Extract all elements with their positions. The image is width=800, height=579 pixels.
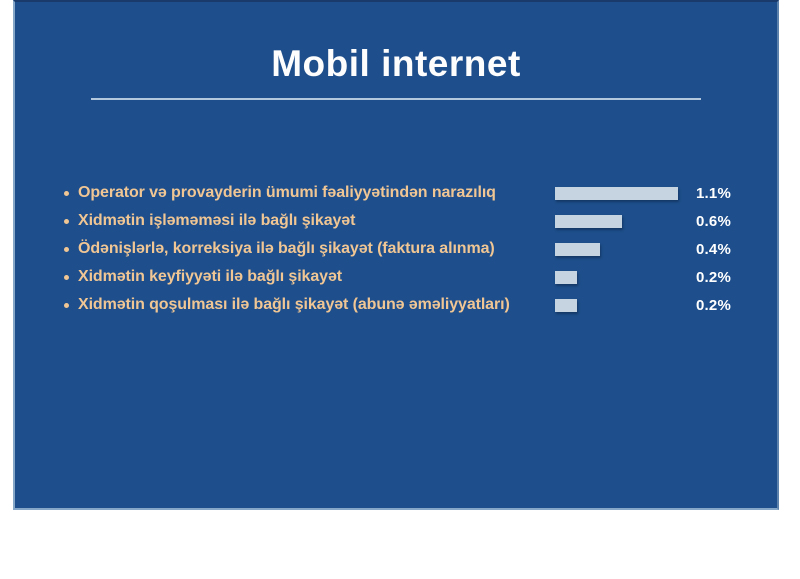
bullet-icon [64, 274, 69, 280]
value-label: 0.4% [696, 240, 731, 258]
bullet-icon [64, 302, 69, 308]
value-label: 0.2% [696, 268, 731, 286]
bullet-icon [64, 190, 69, 196]
category-cell: Xidmətin qoşulması ilə bağlı şikayət (ab… [64, 296, 555, 314]
chart-row: Xidmətin işləməməsi ilə bağlı şikayət 0.… [15, 207, 777, 235]
category-cell: Xidmətin keyfiyyəti ilə bağlı şikayət [64, 268, 555, 286]
bar-track [555, 270, 678, 284]
chart-row: Ödənişlərlə, korreksiya ilə bağlı şikayə… [15, 235, 777, 263]
category-label: Xidmətin işləməməsi ilə bağlı şikayət [78, 212, 356, 229]
category-label: Operator və provayderin ümumi fəaliyyəti… [78, 184, 496, 201]
bar-list: Operator və provayderin ümumi fəaliyyəti… [15, 179, 777, 319]
category-cell: Xidmətin işləməməsi ilə bağlı şikayət [64, 212, 555, 230]
title-divider [91, 98, 701, 100]
category-label: Xidmətin keyfiyyəti ilə bağlı şikayət [78, 268, 342, 285]
bar-track [555, 298, 678, 312]
bar-track [555, 214, 678, 228]
bar-track [555, 242, 678, 256]
value-label: 0.6% [696, 212, 731, 230]
category-cell: Ödənişlərlə, korreksiya ilə bağlı şikayə… [64, 240, 555, 258]
bar-track [555, 186, 678, 200]
category-label: Xidmətin qoşulması ilə bağlı şikayət (ab… [78, 296, 510, 313]
value-label: 0.2% [696, 296, 731, 314]
chart-title: Mobil internet [271, 43, 521, 84]
value-label: 1.1% [696, 184, 731, 202]
bar [555, 186, 678, 200]
bullet-icon [64, 246, 69, 252]
chart-panel: Mobil internet Operator və provayderin ü… [13, 0, 779, 510]
category-label: Ödənişlərlə, korreksiya ilə bağlı şikayə… [78, 240, 495, 257]
chart-row: Xidmətin keyfiyyəti ilə bağlı şikayət 0.… [15, 263, 777, 291]
category-cell: Operator və provayderin ümumi fəaliyyəti… [64, 184, 555, 202]
bar [555, 242, 600, 256]
chart-row: Operator və provayderin ümumi fəaliyyəti… [15, 179, 777, 207]
bar [555, 214, 623, 228]
bar [555, 298, 578, 312]
bar [555, 270, 578, 284]
chart-row: Xidmətin qoşulması ilə bağlı şikayət (ab… [15, 291, 777, 319]
bullet-icon [64, 218, 69, 224]
